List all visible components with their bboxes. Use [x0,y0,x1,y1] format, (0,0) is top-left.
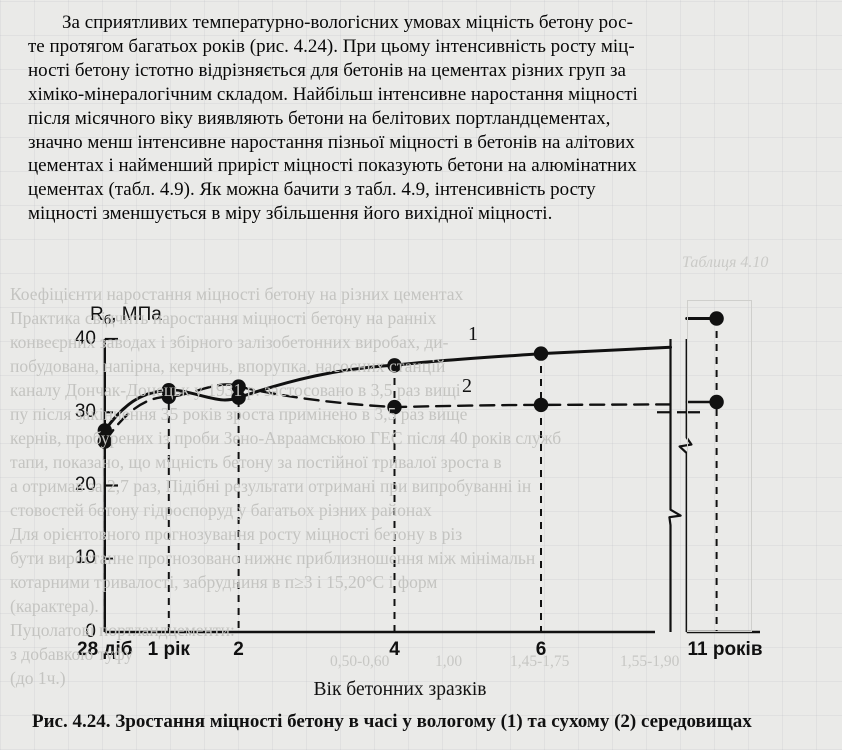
svg-text:Рис. 4.24. Зростання міцності: Рис. 4.24. Зростання міцності бетону в ч… [32,711,752,732]
